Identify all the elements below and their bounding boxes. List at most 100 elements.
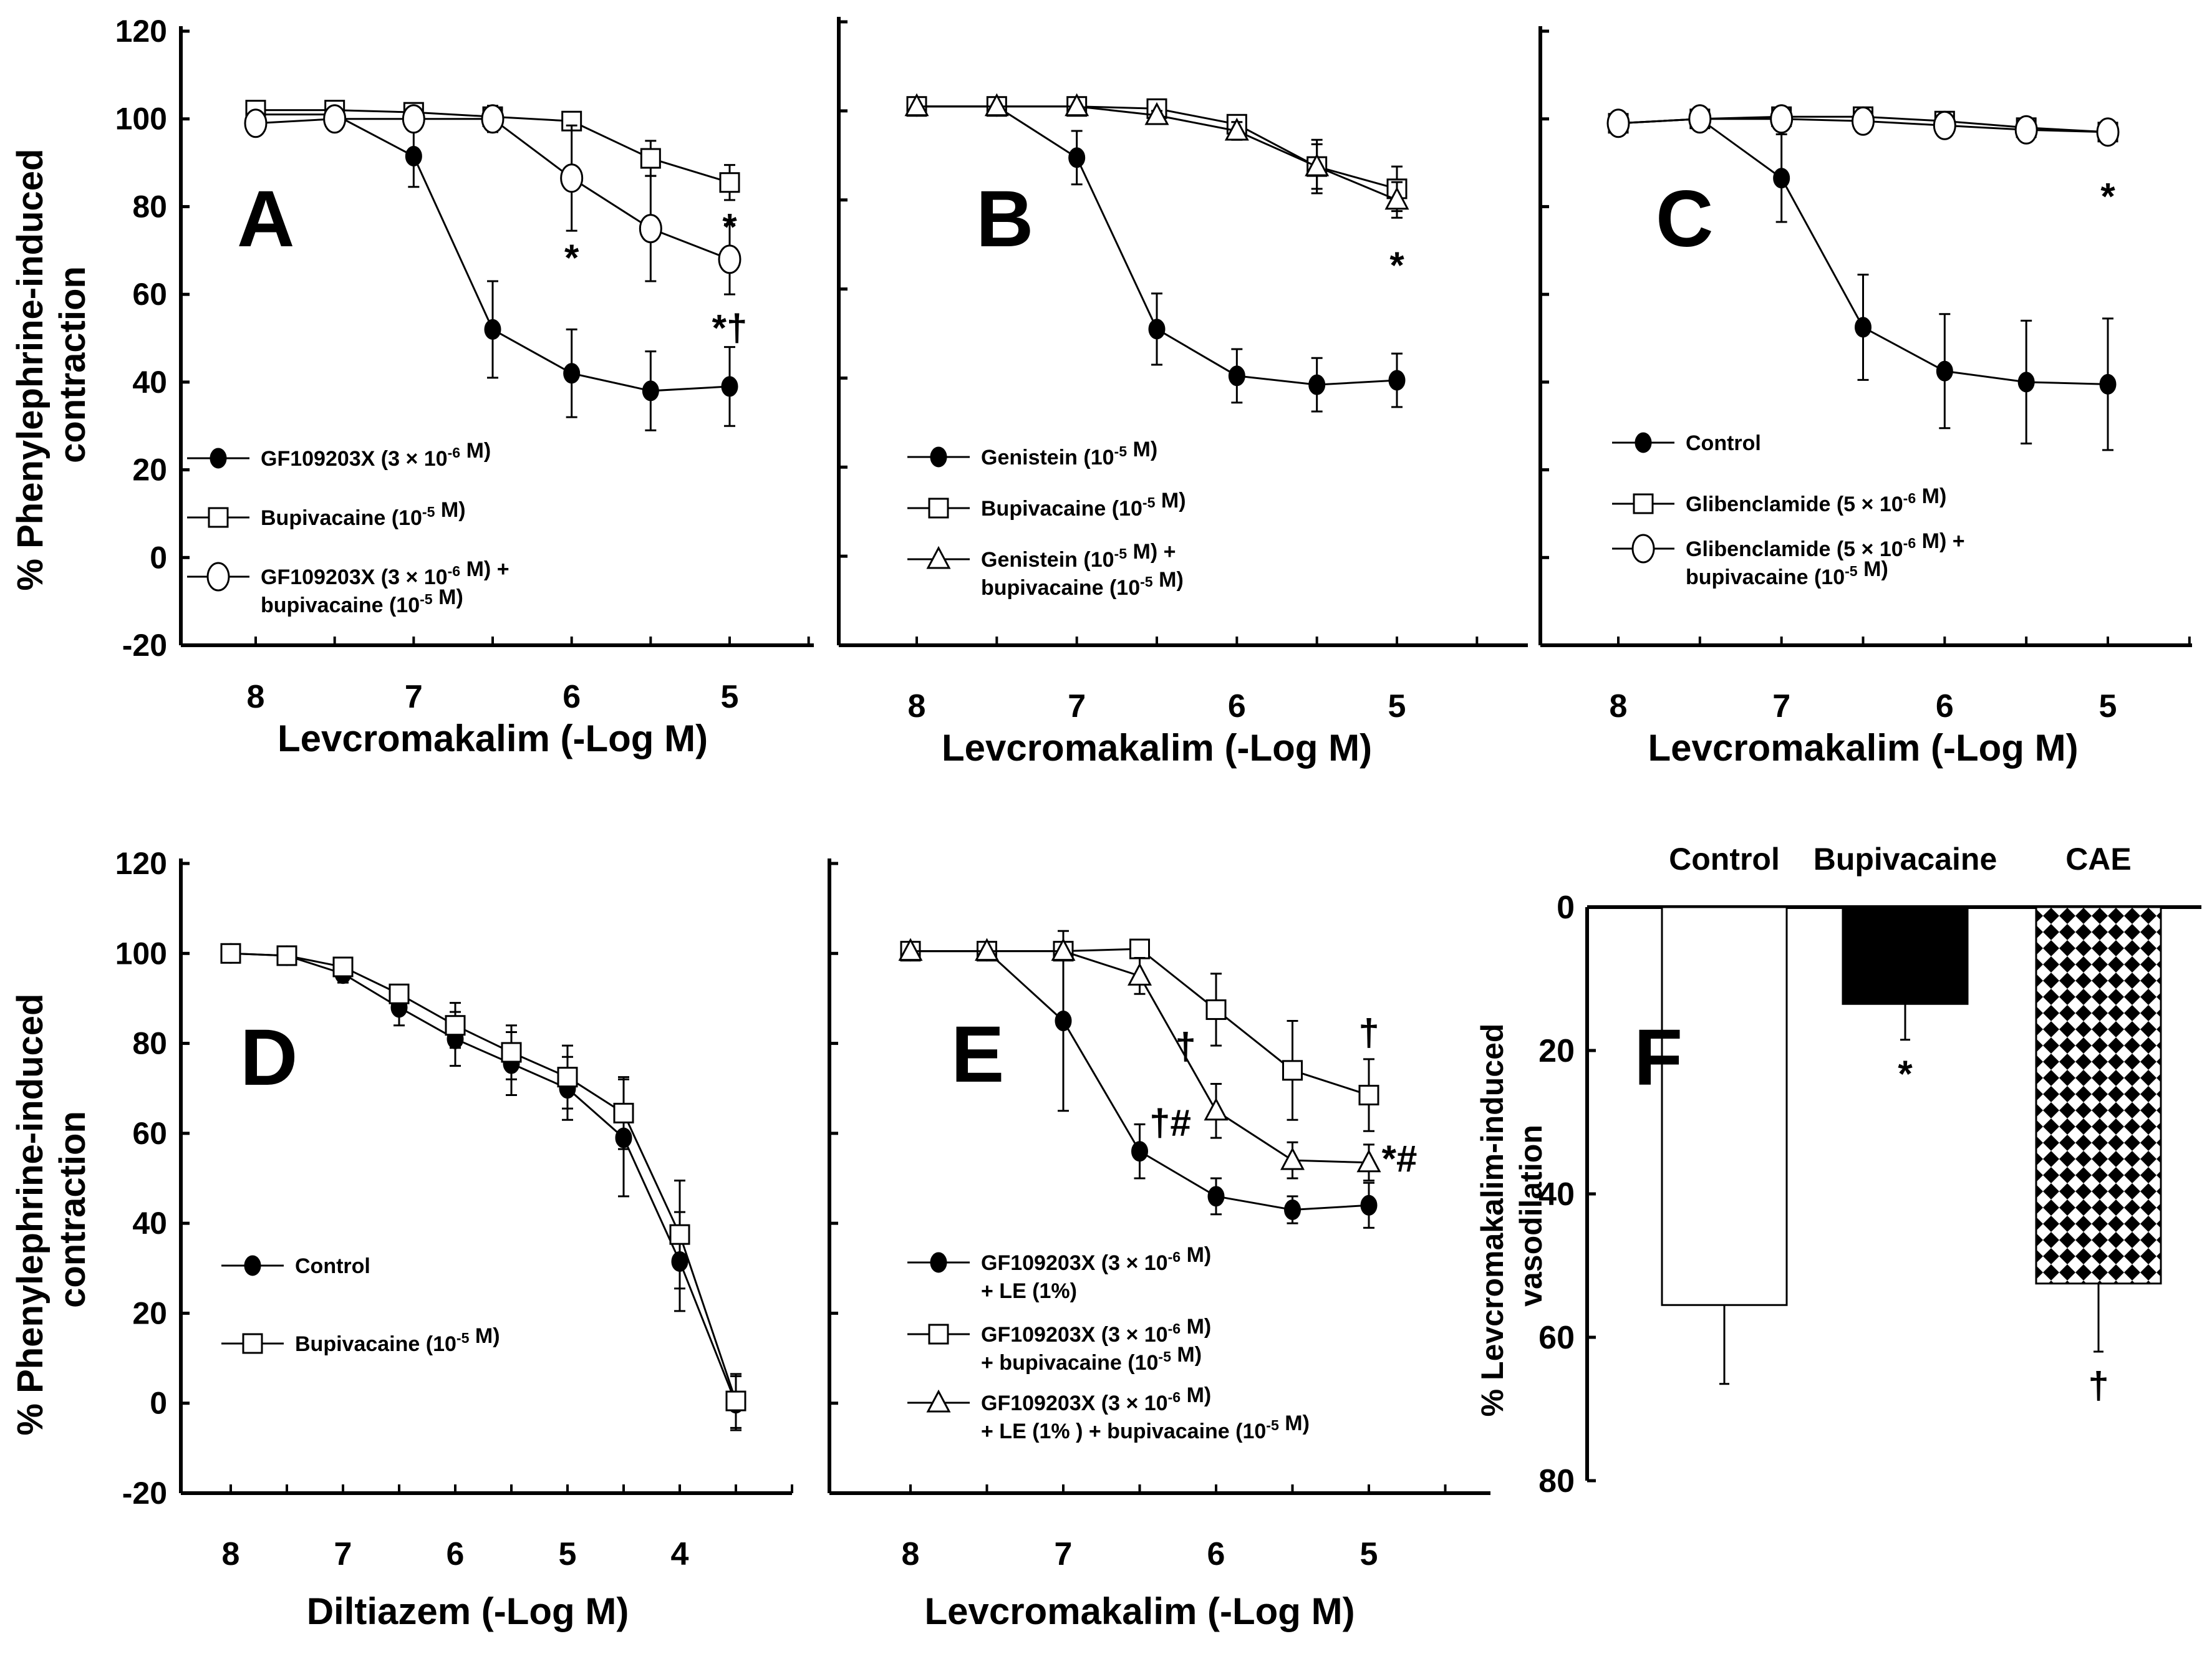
legend-label: Bupivacaine (10-5 M)	[981, 489, 1186, 521]
category-label: CAE	[2065, 842, 2132, 877]
y-axis-title-bottom: % Phenylephrine-induced contraction	[10, 983, 93, 1435]
legend-label: Control	[1686, 431, 1761, 455]
data-point	[1358, 1085, 1379, 1106]
y-tick-label: 60	[1538, 1320, 1575, 1356]
data-point	[2017, 372, 2035, 393]
x-tick-label: 7	[1772, 688, 1790, 724]
data-point	[1128, 963, 1152, 986]
x-tick-label: 5	[1388, 688, 1406, 724]
y-tick-label: 60	[132, 277, 167, 312]
bar	[2035, 906, 2162, 1285]
x-tick-label: 6	[563, 679, 581, 715]
legend-marker	[208, 507, 229, 528]
x-tick-label: 8	[247, 679, 265, 715]
legend-label: bupivacaine (10-5 M)	[1686, 557, 1888, 589]
y-axis-title-bottom-line1: % Phenylephrine-induced	[10, 994, 51, 1436]
significance-mark: †	[1358, 1012, 1379, 1054]
x-tick-label: 5	[2099, 688, 2117, 724]
y-tick-label: 120	[115, 846, 167, 881]
significance-mark: *	[722, 206, 737, 248]
data-point	[332, 956, 354, 978]
x-tick-label: 6	[1228, 688, 1246, 724]
panel-letter: E	[951, 1010, 1004, 1099]
data-point	[1388, 370, 1406, 391]
legend-label: GF109203X (3 × 10-6 M)	[261, 439, 491, 471]
data-point	[2014, 115, 2038, 145]
legend-label: + LE (1% ) + bupivacaine (10-5 M)	[981, 1411, 1310, 1443]
x-tick-label: 7	[1068, 688, 1086, 724]
data-point	[1384, 186, 1409, 210]
data-point	[563, 363, 581, 384]
x-tick-label: 7	[405, 679, 423, 715]
legend-label: Genistein (10-5 M)	[981, 438, 1157, 469]
x-tick-label: 6	[447, 1536, 465, 1572]
category-label: Bupivacaine	[1814, 842, 1997, 877]
x-tick-label: 8	[222, 1536, 240, 1572]
data-point	[1852, 106, 1875, 136]
data-point	[1148, 319, 1166, 340]
data-point	[1207, 1186, 1225, 1207]
x-tick-label: 7	[1055, 1536, 1073, 1572]
category-label: Control	[1669, 842, 1780, 877]
data-point	[984, 93, 1009, 117]
data-point	[1773, 168, 1790, 189]
data-point	[484, 319, 501, 340]
y-tick-label: 40	[132, 1206, 167, 1241]
significance-mark: †	[2088, 1365, 2108, 1406]
y-tick-label: 0	[150, 1386, 167, 1421]
y-tick-label: 80	[1538, 1463, 1575, 1499]
legend-marker	[1633, 493, 1654, 514]
data-point	[1131, 1141, 1148, 1162]
panel-letter: B	[976, 175, 1033, 264]
legend-label: Glibenclamide (5 × 10-6 M)	[1686, 484, 1946, 516]
legend-label: Glibenclamide (5 × 10-6 M) +	[1686, 529, 1965, 561]
x-tick-label: 6	[1936, 688, 1954, 724]
y-axis-title-f: % Levcromakalim-induced vasodilation	[1475, 1015, 1548, 1417]
y-axis-title-top-line1: % Phenylephrine-induced	[10, 149, 51, 591]
y-tick-label: 80	[132, 189, 167, 224]
data-point	[669, 1224, 690, 1245]
panel-letter: C	[1656, 175, 1713, 264]
data-point	[725, 1390, 746, 1411]
data-point	[1068, 147, 1086, 168]
legend-label: Bupivacaine (10-5 M)	[295, 1324, 500, 1356]
data-point	[481, 104, 505, 134]
panel-letter: A	[237, 175, 294, 264]
legend-label: GF109203X (3 × 10-6 M)	[981, 1383, 1211, 1415]
series-line	[230, 952, 737, 1404]
y-tick-label: 60	[132, 1116, 167, 1151]
legend-label: Control	[295, 1254, 370, 1278]
data-point	[721, 376, 738, 397]
legend-marker	[1631, 534, 1655, 564]
data-point	[1356, 1149, 1381, 1173]
legend-label: bupivacaine (10-5 M)	[981, 568, 1184, 600]
data-point	[1606, 108, 1630, 138]
legend-label: + bupivacaine (10-5 M)	[981, 1343, 1202, 1375]
legend-marker	[242, 1333, 263, 1354]
x-axis-label: Levcromakalim (-Log M)	[924, 1590, 1355, 1632]
data-point	[560, 163, 584, 193]
y-tick-label: 20	[132, 453, 167, 488]
legend-marker	[206, 562, 230, 592]
y-tick-label: 100	[115, 102, 167, 137]
data-point	[718, 244, 741, 274]
y-axis-title-top: % Phenylephrine-induced contraction	[10, 138, 93, 590]
y-axis-title-f-line1: % Levcromakalim-induced	[1475, 1024, 1510, 1417]
panel-a: -20 0 20 40 60 80 100 120 8 7 6 5 Levcromakalim (-Lo…	[115, 14, 814, 759]
data-point	[1770, 104, 1794, 134]
x-axis-label: Levcromakalim (-Log M)	[1648, 727, 2078, 769]
panel-d: -20 0 20 40 60 80 100 120 8 7 6 5 4 Diltiazem (-Log M…	[115, 846, 793, 1632]
legend-marker	[928, 1324, 949, 1345]
y-tick-label: -20	[122, 628, 167, 663]
significance-mark: *	[564, 237, 579, 279]
data-point	[2096, 117, 2120, 147]
data-point	[613, 1102, 634, 1123]
legend-label: Genistein (10-5 M) +	[981, 540, 1176, 572]
panel-f: 0 20 40 60 80 Control Bupivacaine CAE F * †	[1538, 842, 2201, 1499]
data-point	[2099, 373, 2117, 395]
data-point	[402, 104, 425, 134]
y-tick-label: 0	[1557, 890, 1575, 926]
bar	[1842, 906, 1969, 1005]
significance-mark: †	[1175, 1026, 1195, 1067]
